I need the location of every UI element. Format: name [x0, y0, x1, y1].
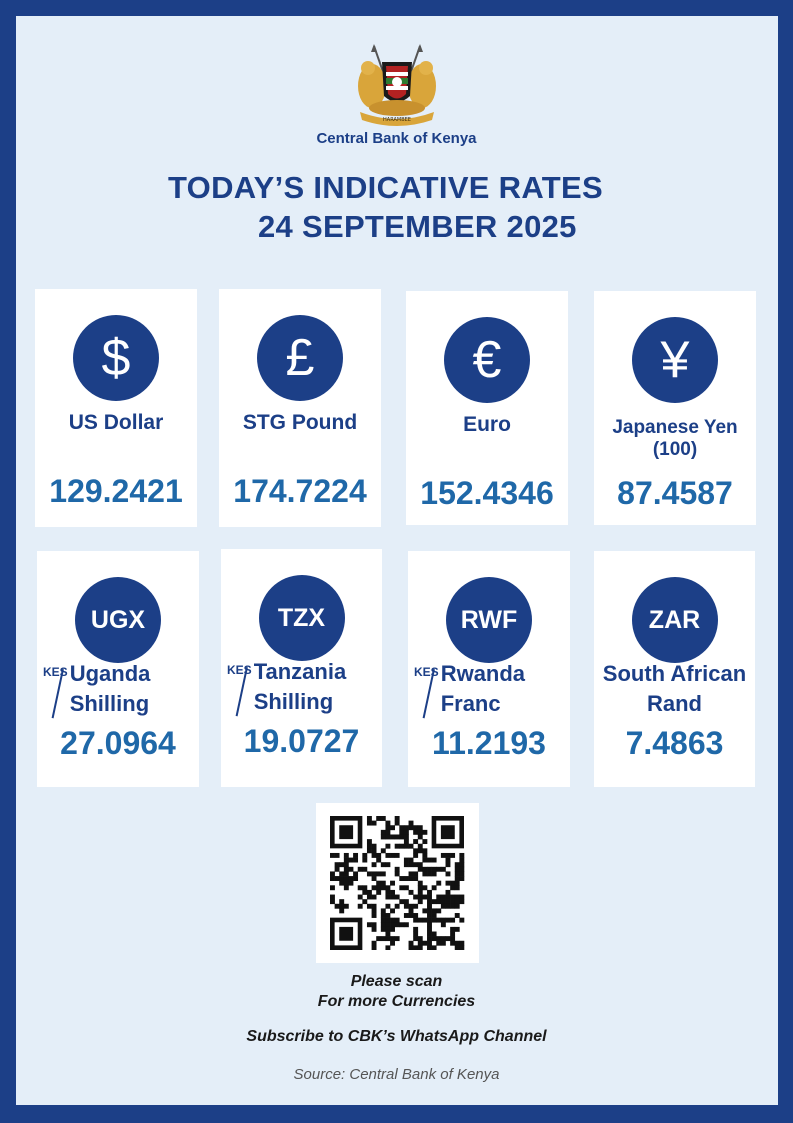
currency-name-line1: Tanzania — [253, 659, 347, 684]
whatsapp-subscribe-text[interactable]: Subscribe to CBK’s WhatsApp Channel — [246, 1028, 547, 1045]
scan-note-line2: For more Currencies — [317, 993, 476, 1010]
currency-name: US Dollar — [68, 411, 164, 434]
currency-rate: 7.4863 — [625, 725, 724, 761]
currency-card-usd: $ US Dollar 129.2421 — [35, 289, 197, 527]
scan-note-line1: Please scan — [350, 973, 443, 990]
currency-card-eur: € Euro 152.4346 — [406, 291, 568, 525]
page-title: TODAY’S INDICATIVE RATES — [168, 170, 603, 205]
qr-code[interactable] — [316, 803, 479, 963]
currency-name: Euro — [463, 413, 511, 436]
divider-slash — [56, 669, 58, 721]
dollar-icon: $ — [73, 315, 159, 401]
rwf-code-badge: RWF — [446, 577, 532, 663]
currency-name: Tanzania Shilling — [246, 657, 347, 717]
currency-name-line2: (100) — [652, 439, 698, 460]
currency-rate: 19.0727 — [243, 723, 360, 759]
currency-name-line1: Rwanda — [440, 661, 526, 686]
currency-card-zar: ZAR South African Rand 7.4863 — [594, 551, 755, 787]
currency-name-line1: Uganda — [69, 661, 151, 686]
currency-name-line1: Japanese Yen — [612, 417, 738, 438]
currency-name: Rwanda Franc — [433, 659, 525, 719]
qr-code-icon — [330, 816, 465, 950]
euro-icon: € — [444, 317, 530, 403]
currency-card-jpy: ¥ Japanese Yen (100) 87.4587 — [594, 291, 756, 525]
svg-text:HARAMBEE: HARAMBEE — [383, 117, 411, 123]
bank-name: Central Bank of Kenya — [316, 130, 477, 147]
kenya-coat-of-arms-icon: HARAMBEE — [358, 44, 436, 126]
currency-card-ugx: UGX KES Uganda Shilling 27.0964 — [37, 551, 199, 787]
currency-rate: 152.4346 — [420, 475, 554, 511]
currency-card-gbp: £ STG Pound 174.7224 — [219, 289, 381, 527]
currency-card-rwf: RWF KES Rwanda Franc 11.2193 — [408, 551, 570, 787]
currency-rate: 27.0964 — [60, 725, 176, 761]
rates-date: 24 SEPTEMBER 2025 — [258, 209, 577, 244]
currency-name-line2: Franc — [440, 691, 501, 716]
currency-name-line2: Shilling — [253, 689, 334, 714]
currency-rate: 11.2193 — [432, 725, 546, 761]
yen-icon: ¥ — [632, 317, 718, 403]
currency-name: STG Pound — [242, 411, 358, 434]
currency-name-line1: South African — [602, 661, 747, 686]
currency-card-tzs: TZX KES Tanzania Shilling 19.0727 — [221, 549, 382, 787]
pound-icon: £ — [257, 315, 343, 401]
currency-name: Japanese Yen (100) — [594, 417, 756, 461]
currency-rate: 174.7224 — [233, 473, 367, 509]
divider-slash — [427, 669, 429, 721]
divider-slash — [240, 667, 242, 719]
currency-name: South African Rand — [594, 659, 755, 719]
currency-name: Uganda Shilling — [62, 659, 151, 719]
currency-name-line2: Rand — [647, 691, 702, 716]
currency-name-line2: Shilling — [69, 691, 150, 716]
tzx-code-badge: TZX — [258, 575, 345, 661]
zar-code-badge: ZAR — [631, 577, 718, 663]
currency-rate: 87.4587 — [617, 475, 733, 511]
currency-rate: 129.2421 — [49, 473, 183, 509]
source-note: Source: Central Bank of Kenya — [293, 1066, 500, 1083]
ugx-code-badge: UGX — [75, 577, 161, 663]
